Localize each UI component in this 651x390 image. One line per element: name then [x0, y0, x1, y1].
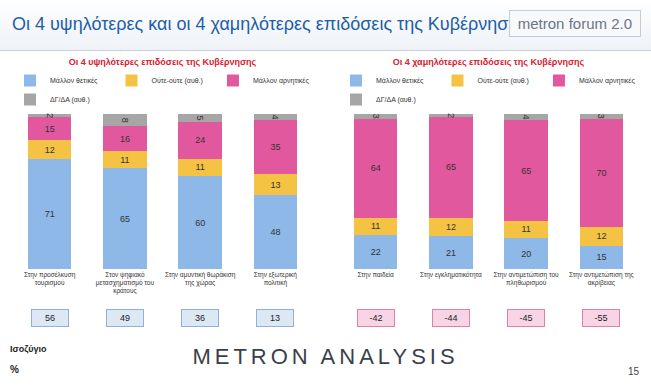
svg-text:12: 12 — [596, 231, 606, 241]
svg-text:Στην αντιμετώπιση τηςακρίβειας: Στην αντιμετώπιση τηςακρίβειας — [569, 271, 634, 287]
svg-text:20: 20 — [521, 249, 531, 259]
svg-text:3: 3 — [596, 114, 606, 119]
svg-text:Ούτε-ούτε (αυθ.): Ούτε-ούτε (αυθ.) — [151, 77, 202, 85]
svg-text:48: 48 — [270, 227, 280, 237]
html-text:Ισοζύγιο: Ισοζύγιο — [10, 344, 47, 354]
svg-text:ΔΓ/ΔΑ (αυθ.): ΔΓ/ΔΑ (αυθ.) — [50, 96, 90, 104]
svg-text:Στην αντιμετώπιση τουπληθωρισμ: Στην αντιμετώπιση τουπληθωρισμού — [494, 271, 560, 287]
svg-text:Στον ψηφιακόμετασχηματισμό του: Στον ψηφιακόμετασχηματισμό τουκράτους — [96, 271, 155, 296]
svg-text:-42: -42 — [369, 313, 382, 323]
svg-text:Στην προσέλκυσητουρισμού: Στην προσέλκυσητουρισμού — [24, 271, 76, 287]
svg-text:13: 13 — [270, 180, 280, 190]
svg-text:11: 11 — [371, 221, 380, 231]
svg-text:65: 65 — [120, 214, 130, 224]
svg-text:-44: -44 — [444, 313, 457, 323]
svg-text:Στην εξωτερικήπολιτική: Στην εξωτερικήπολιτική — [254, 271, 298, 287]
svg-text:11: 11 — [521, 224, 530, 234]
svg-text:12: 12 — [446, 222, 456, 232]
svg-text:ΔΓ/ΔΑ (αυθ.): ΔΓ/ΔΑ (αυθ.) — [376, 96, 416, 104]
svg-text:24: 24 — [195, 135, 205, 145]
svg-text:49: 49 — [120, 313, 130, 323]
svg-text:Στην παιδεία: Στην παιδεία — [357, 271, 394, 279]
svg-text:5: 5 — [195, 115, 205, 120]
svg-text:15: 15 — [596, 252, 606, 262]
svg-text:15: 15 — [45, 124, 55, 134]
svg-text:22: 22 — [371, 247, 381, 257]
svg-text:Μάλλον αρνητικές: Μάλλον αρνητικές — [579, 77, 635, 85]
svg-text:16: 16 — [120, 134, 130, 144]
svg-text:2: 2 — [45, 113, 55, 118]
svg-text:Στην εγκληματικότητα: Στην εγκληματικότητα — [420, 271, 482, 279]
svg-text:Μάλλον θετικές: Μάλλον θετικές — [50, 77, 98, 85]
svg-text:65: 65 — [521, 166, 531, 176]
svg-text:12: 12 — [45, 145, 55, 155]
svg-text:Στην αμυντική θωράκισητης χώρα: Στην αμυντική θωράκισητης χώρας — [165, 271, 236, 287]
svg-text:Οι 4 χαμηλότερες επιδόσεις της: Οι 4 χαμηλότερες επιδόσεις της Κυβέρνηση… — [393, 57, 585, 67]
svg-text:4: 4 — [270, 115, 280, 120]
html-text:Οι 4 υψηλότερες και οι 4 χαμηλ: Οι 4 υψηλότερες και οι 4 χαμηλότερες επι… — [12, 14, 528, 34]
svg-text:Μάλλον θετικές: Μάλλον θετικές — [376, 77, 424, 85]
svg-text:2: 2 — [446, 113, 456, 118]
svg-text:4: 4 — [521, 115, 531, 120]
svg-text:11: 11 — [120, 155, 129, 165]
svg-text:Ούτε-ούτε (αυθ.): Ούτε-ούτε (αυθ.) — [477, 77, 528, 85]
svg-text:8: 8 — [120, 118, 130, 123]
svg-text:Οι 4 υψηλότερες επιδόσεις της: Οι 4 υψηλότερες επιδόσεις της Κυβέρνησης — [69, 57, 257, 67]
svg-text:11: 11 — [195, 162, 204, 172]
html-text:metron forum 2.0: metron forum 2.0 — [517, 15, 632, 32]
svg-text:-45: -45 — [519, 313, 532, 323]
html-text:METRON ANALYSIS: METRON ANALYSIS — [192, 344, 459, 369]
svg-text:Μάλλον αρνητικές: Μάλλον αρνητικές — [253, 77, 309, 85]
svg-text:60: 60 — [195, 218, 205, 228]
svg-text:70: 70 — [596, 168, 606, 178]
svg-text:3: 3 — [371, 114, 381, 119]
html-text:15: 15 — [627, 366, 639, 377]
svg-text:35: 35 — [270, 142, 280, 152]
svg-text:36: 36 — [195, 313, 205, 323]
svg-text:-55: -55 — [594, 313, 607, 323]
svg-text:21: 21 — [446, 248, 456, 258]
svg-text:71: 71 — [45, 209, 55, 219]
svg-text:65: 65 — [446, 162, 456, 172]
svg-text:56: 56 — [45, 313, 55, 323]
svg-text:13: 13 — [270, 313, 280, 323]
svg-text:64: 64 — [371, 163, 381, 173]
